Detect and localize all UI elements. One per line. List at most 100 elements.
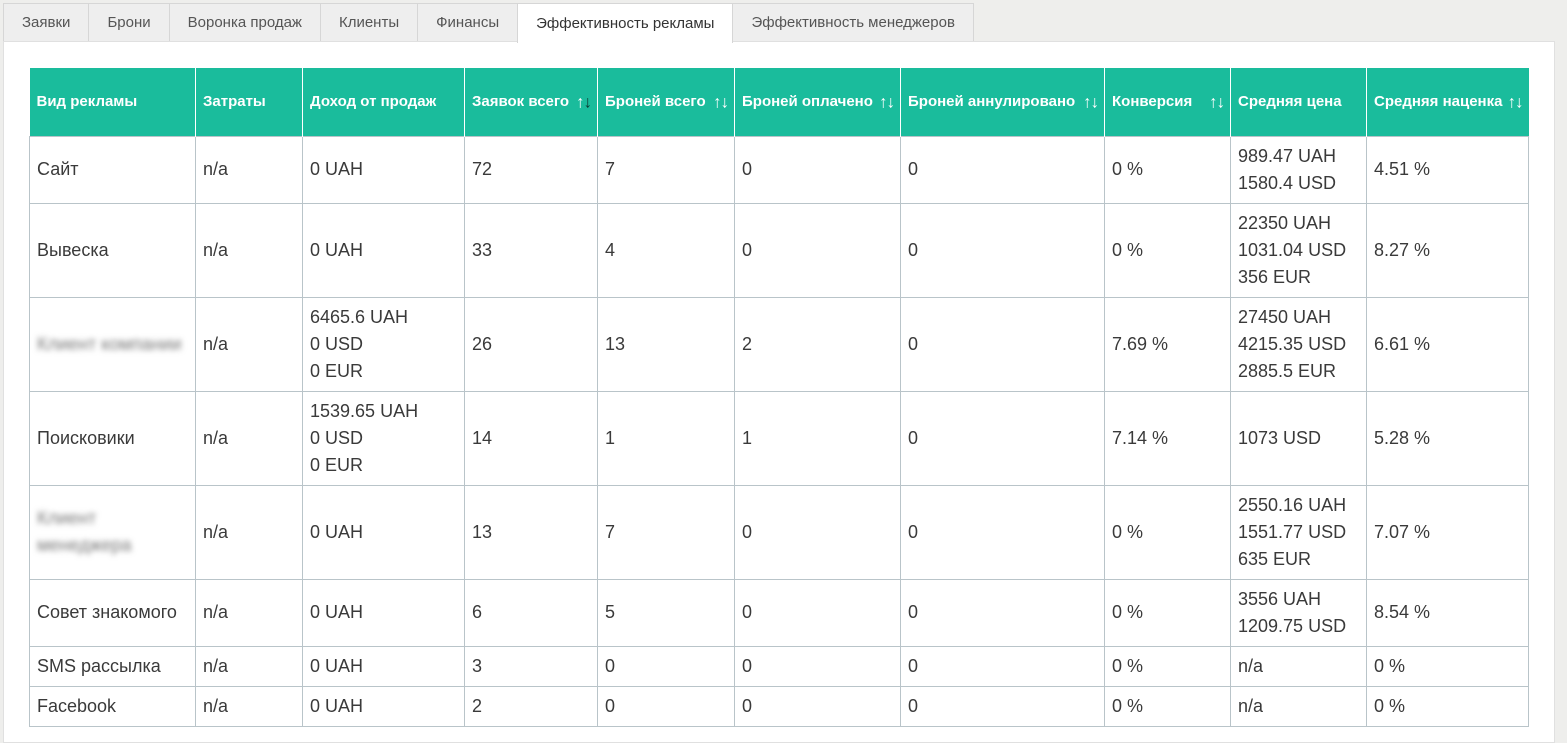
sort-desc-icon[interactable]: ↓ (583, 92, 592, 112)
sort-arrows-icon[interactable]: ↑↓ (879, 88, 895, 115)
col-bookings-paid-header[interactable]: Броней оплачено ↑↓ (734, 68, 901, 136)
requests-cell: 6 (464, 578, 598, 647)
requests-cell: 14 (464, 390, 598, 486)
cell-line: 1031.04 USD (1238, 239, 1347, 260)
avg-price-cell: 2550.16 UAH 1551.77 USD 635 EUR (1230, 484, 1367, 580)
cell-value: 0 (742, 602, 753, 622)
cell-value: 2 (472, 695, 483, 716)
cell-value: 0 (908, 602, 919, 622)
requests-cell: 26 (464, 296, 598, 392)
sort-desc-icon[interactable]: ↓ (720, 92, 729, 112)
cell-line: 3556 UAH (1238, 588, 1322, 609)
cell-value: 26 (472, 333, 493, 354)
tab-bookings[interactable]: Брони (88, 3, 170, 41)
column-label: Броней всего (605, 93, 706, 111)
sort-arrows-icon[interactable]: ↑↓ (1083, 88, 1099, 115)
cancelled-cell: 0 (900, 685, 1105, 727)
tab-clients[interactable]: Клиенты (319, 3, 419, 41)
cell-value: 0 % (1112, 521, 1144, 542)
sort-asc-icon[interactable]: ↑ (576, 92, 584, 112)
ad-type-cell: Вывеска (29, 202, 196, 298)
income-cell: 0 UAH (302, 645, 465, 687)
markup-cell: 8.54 % (1366, 578, 1529, 647)
col-requests-total-header[interactable]: Заявок всего ↑↓ (464, 68, 598, 136)
cell-value: 0 % (1112, 159, 1144, 179)
cell-value: n/a (203, 695, 229, 716)
sort-desc-icon[interactable]: ↓ (1090, 92, 1099, 112)
sort-desc-icon[interactable]: ↓ (1515, 92, 1523, 112)
col-bookings-total-header[interactable]: Броней всего ↑↓ (597, 68, 735, 136)
column-label: Средняя наценка (1374, 93, 1503, 111)
avg-price-cell: 27450 UAH 4215.35 USD 2885.5 EUR (1230, 296, 1367, 392)
tab-manager-efficiency[interactable]: Эффективность менеджеров (732, 3, 974, 41)
cell-line: 1580.4 USD (1238, 172, 1337, 193)
sort-arrows-icon[interactable]: ↑↓ (1209, 88, 1225, 115)
ad-type-cell: Совет знакомого (29, 578, 196, 647)
sort-desc-icon[interactable]: ↓ (886, 92, 895, 112)
cell-value: 6 (472, 602, 483, 622)
cell-line: 22350 UAH (1238, 212, 1332, 233)
cell-value: 7 (605, 159, 616, 179)
ad-efficiency-table: Вид рекламы Затраты Доход от продаж Заявок … (29, 68, 1529, 727)
income-cell: 0 UAH (302, 685, 465, 727)
tab-requests[interactable]: Заявки (3, 3, 90, 41)
cost-cell: n/a (195, 296, 303, 392)
cell-line: 0 UAH (310, 655, 364, 676)
sort-asc-icon[interactable]: ↑ (713, 92, 721, 112)
markup-cell: 6.61 % (1366, 296, 1529, 392)
cell-line: 27450 UAH (1238, 306, 1332, 327)
table-row: Сайт n/a 0 UAH 72 7 0 0 0 % 989.47 UAH 1580.4 USD… (29, 135, 1529, 204)
bookings-cell: 5 (597, 578, 735, 647)
cell-value: 5 (605, 602, 616, 622)
cell-value: 1 (742, 427, 753, 448)
cell-value: 8.54 % (1374, 602, 1431, 622)
col-conversion-header[interactable]: Конверсия ↑↓ (1104, 68, 1231, 136)
bookings-cell: 0 (597, 645, 735, 687)
cell-value: 13 (605, 333, 626, 354)
cell-line: n/a (1238, 695, 1264, 716)
sort-asc-icon[interactable]: ↑ (1083, 92, 1091, 112)
ad-type-cell: Поисковики (29, 390, 196, 486)
cell-line: 1073 USD (1238, 427, 1322, 448)
cell-value: 5.28 % (1374, 427, 1431, 448)
sort-desc-icon[interactable]: ↓ (1216, 92, 1225, 112)
cell-value: 0 (742, 239, 753, 260)
sort-asc-icon[interactable]: ↑ (1209, 92, 1217, 112)
requests-cell: 33 (464, 202, 598, 298)
cell-value: Клиент компании (37, 333, 182, 354)
col-bookings-cancelled-header[interactable]: Броней аннулировано ↑↓ (900, 68, 1105, 136)
cell-value: 0 % (1112, 695, 1144, 716)
paid-cell: 0 (734, 578, 901, 647)
column-label: Броней аннулировано (908, 93, 1076, 111)
cell-value: n/a (203, 239, 229, 260)
income-cell: 6465.6 UAH 0 USD 0 EUR (302, 296, 465, 392)
markup-cell: 5.28 % (1366, 390, 1529, 486)
cost-cell: n/a (195, 484, 303, 580)
tab-ad-efficiency[interactable]: Эффективность рекламы (517, 3, 734, 43)
sort-arrows-icon[interactable]: ↑↓ (713, 88, 729, 115)
cell-line: 1539.65 UAH (310, 400, 419, 421)
table-row: SMS рассылка n/a 0 UAH 3 0 0 0 0 % n/a 0 % (29, 645, 1529, 687)
tab-finance[interactable]: Финансы (417, 3, 519, 41)
income-cell: 0 UAH (302, 578, 465, 647)
table-row: Клиент компании n/a 6465.6 UAH 0 USD 0 EUR 26… (29, 296, 1529, 392)
paid-cell: 0 (734, 202, 901, 298)
cell-value: 13 (472, 521, 493, 542)
sort-asc-icon[interactable]: ↑ (1507, 92, 1516, 112)
cancelled-cell: 0 (900, 578, 1105, 647)
cell-value: 7.69 % (1112, 333, 1169, 354)
bookings-cell: 1 (597, 390, 735, 486)
cost-cell: n/a (195, 578, 303, 647)
cell-line: 989.47 UAH (1238, 145, 1337, 166)
column-label: Затраты (203, 93, 266, 111)
cell-value: 2 (742, 333, 753, 354)
cell-value: 0 (742, 695, 753, 716)
sort-arrows-icon[interactable]: ↑↓ (576, 88, 592, 115)
col-avg-markup-header[interactable]: Средняя наценка ↑↓ (1366, 68, 1529, 136)
cell-line: 1551.77 USD (1238, 521, 1347, 542)
cell-value: 1 (605, 427, 616, 448)
paid-cell: 0 (734, 645, 901, 687)
sort-arrows-icon[interactable]: ↑↓ (1507, 88, 1524, 115)
tab-sales-funnel[interactable]: Воронка продаж (168, 3, 321, 41)
sort-asc-icon[interactable]: ↑ (879, 92, 887, 112)
